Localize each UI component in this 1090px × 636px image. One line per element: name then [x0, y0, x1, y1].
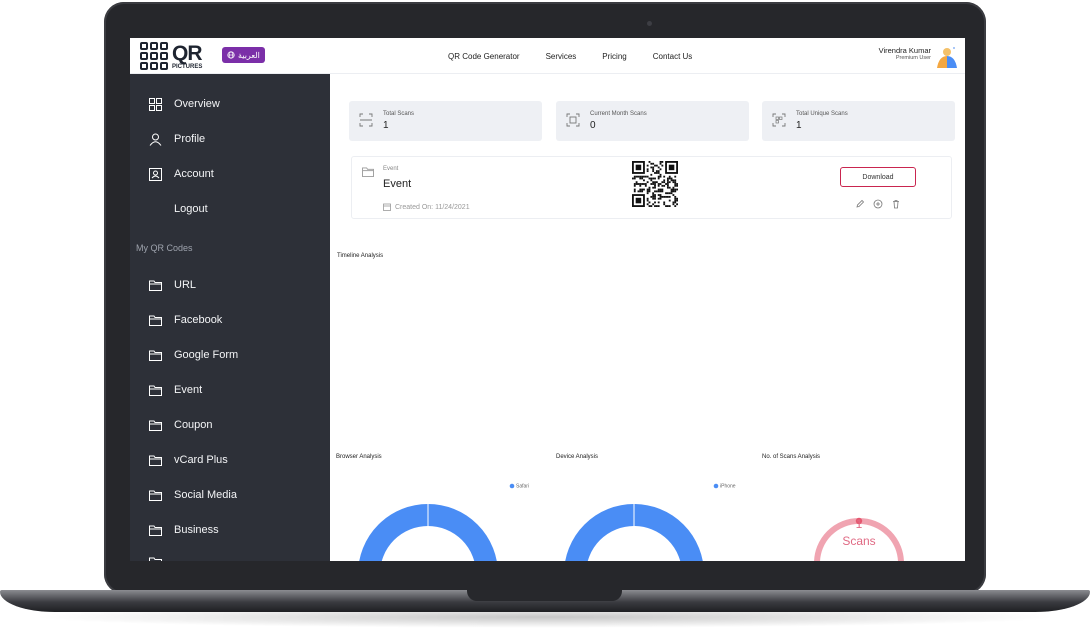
stat-total-unique-scans: Total Unique Scans 1 [762, 101, 955, 141]
sidebar: Overview Profile Account Logout My QR Co… [130, 74, 330, 561]
user-icon [148, 132, 162, 146]
folder-icon [148, 313, 162, 327]
sidebar-item-label: URL [174, 279, 197, 291]
folder-icon [148, 278, 162, 292]
avatar[interactable] [935, 44, 959, 68]
language-button[interactable]: العربية [222, 47, 265, 63]
folder-icon [362, 167, 374, 177]
laptop-base [0, 590, 1090, 612]
qr-type-label: Event [383, 166, 399, 172]
created-date-text: Created On: 11/24/2021 [395, 203, 470, 211]
account-card-icon [148, 167, 162, 181]
gauge-marker [855, 517, 863, 525]
stat-total-scans: Total Scans 1 [349, 101, 542, 141]
nav-pricing[interactable]: Pricing [602, 51, 627, 61]
sidebar-item-label: Business [174, 524, 219, 536]
my-qr-codes-heading: My QR Codes [136, 243, 193, 253]
sidebar-item-label: Google Form [174, 349, 239, 361]
nav-qr-code-generator[interactable]: QR Code Generator [448, 51, 520, 61]
sidebar-item-vcard-plus[interactable]: vCard Plus [148, 453, 228, 467]
screen: QR PICTURES العربية QR Code Generator Se… [130, 38, 965, 561]
stat-value: 0 [590, 120, 596, 131]
browser-title: Browser Analysis [336, 454, 382, 460]
folder-icon [148, 488, 162, 502]
download-button[interactable]: Download [840, 167, 916, 187]
sidebar-item-account[interactable]: Account [148, 167, 214, 181]
qr-title: Event [383, 178, 412, 190]
sidebar-item-overview[interactable]: Overview [148, 97, 220, 111]
sidebar-item-coupon[interactable]: Coupon [148, 418, 213, 432]
scans-gauge-unit: Scans [842, 534, 876, 548]
scans-gauge-value: 1 [855, 517, 863, 531]
sidebar-item-event[interactable]: Event [148, 383, 202, 397]
stat-label: Total Unique Scans [796, 111, 848, 117]
sidebar-item-label: Event [174, 384, 203, 396]
logo[interactable]: QR PICTURES [140, 41, 203, 70]
qr-code-card: Event Event Created On: 11/24/2021 Downl… [351, 156, 952, 219]
calendar-icon [383, 203, 391, 211]
laptop-notch [467, 590, 622, 601]
sidebar-item-label: Profile [174, 133, 206, 145]
trash-icon[interactable] [891, 199, 901, 209]
edit-icon[interactable] [855, 199, 865, 209]
sidebar-item-profile[interactable]: Profile [148, 132, 205, 146]
stat-value: 1 [383, 120, 389, 131]
user-name: Virendra Kumar [878, 46, 931, 55]
legend-label: iPhone [720, 484, 736, 490]
add-circle-icon[interactable] [873, 199, 883, 209]
qr-code-image[interactable] [632, 161, 678, 207]
top-header: QR PICTURES العربية QR Code Generator Se… [130, 38, 965, 74]
stat-current-month-scans: Current Month Scans 0 [556, 101, 749, 141]
sidebar-item-label: Facebook [174, 314, 223, 326]
dashboard-main: Total Scans 1 Current Month Scans 0 Tota… [330, 74, 965, 561]
folder-icon [148, 523, 162, 537]
folder-icon [148, 453, 162, 467]
sidebar-item-label: Social Media [174, 489, 237, 501]
user-menu[interactable]: Virendra Kumar Premium User [878, 46, 931, 62]
main-nav: QR Code Generator Services Pricing Conta… [448, 38, 692, 74]
sidebar-item-label: Account [174, 168, 214, 180]
folder-icon [148, 418, 162, 432]
sidebar-item-social-media[interactable]: Social Media [148, 488, 237, 502]
grid-icon [148, 97, 162, 111]
scans-title: No. of Scans Analysis [762, 454, 821, 460]
legend-dot [713, 483, 719, 489]
user-role: Premium User [895, 55, 931, 62]
sidebar-item-google-form[interactable]: Google Form [148, 348, 238, 362]
stat-label: Current Month Scans [590, 111, 647, 117]
logo-subtitle: PICTURES [172, 63, 203, 70]
sidebar-item-business[interactable]: Business [148, 523, 219, 537]
camera [647, 21, 652, 26]
sidebar-item-label: vCard Plus [174, 454, 228, 466]
globe-icon [227, 51, 235, 59]
language-label: العربية [238, 50, 260, 60]
sidebar-item-label: Coupon [174, 419, 213, 431]
nav-services[interactable]: Services [545, 51, 577, 61]
sidebar-item-logout[interactable]: Logout [148, 202, 208, 216]
sidebar-item-url[interactable]: URL [148, 278, 196, 292]
sidebar-item-label: Overview [174, 98, 220, 110]
legend-dot [509, 483, 515, 489]
logo-title: QR [172, 41, 203, 65]
folder-icon [148, 555, 162, 561]
scan-icon [359, 113, 373, 127]
folder-icon [148, 348, 162, 362]
stat-value: 1 [796, 120, 802, 131]
sidebar-item-facebook[interactable]: Facebook [148, 313, 222, 327]
folder-icon [148, 383, 162, 397]
sidebar-item-partial[interactable] [148, 555, 162, 561]
legend-label: Safari [516, 484, 529, 490]
qr-scan-icon [772, 113, 786, 127]
scan-icon [566, 113, 580, 127]
created-date: Created On: 11/24/2021 [383, 203, 470, 211]
donut-charts: Safari iPhone [359, 483, 904, 561]
timeline-title: Timeline Analysis [337, 253, 384, 259]
qr-logo-icon [140, 42, 168, 70]
sidebar-item-label: Logout [174, 203, 208, 215]
nav-contact-us[interactable]: Contact Us [652, 51, 693, 61]
card-actions [855, 199, 901, 209]
stat-label: Total Scans [383, 111, 415, 117]
device-title: Device Analysis [556, 454, 599, 460]
